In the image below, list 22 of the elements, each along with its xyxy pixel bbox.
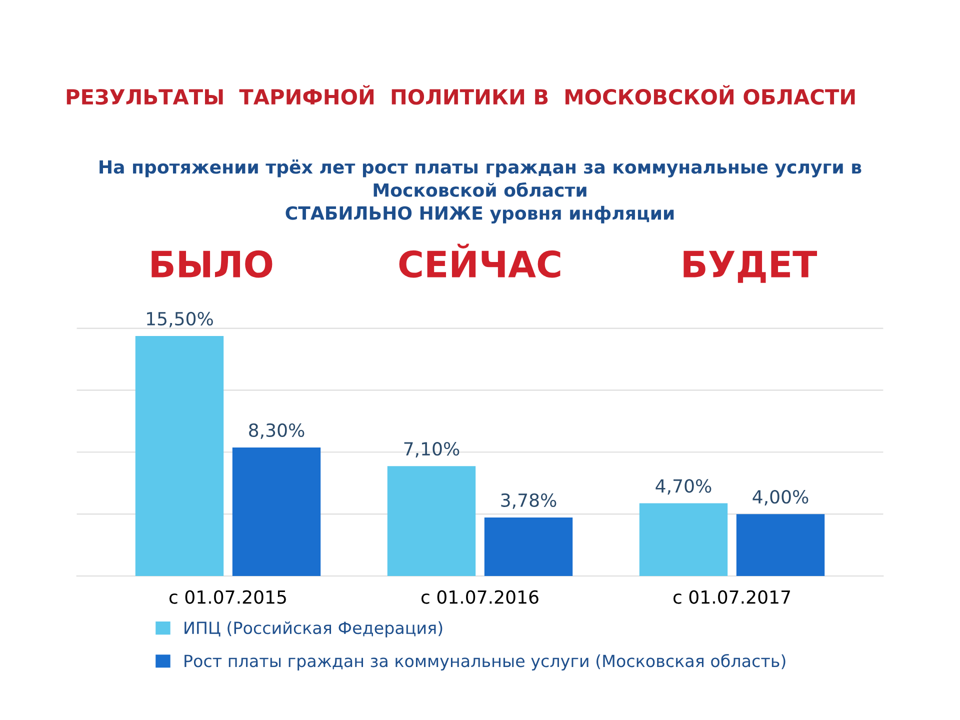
data-label: 15,50% (147, 312, 213, 328)
text: БУДЕТ (684, 250, 818, 283)
data-label: 7,10% (404, 442, 460, 458)
bar (484, 517, 573, 576)
text: СЕЙЧАС (399, 244, 560, 278)
x-tick-label: с 01.07.2017 (673, 590, 790, 604)
bar (232, 447, 321, 576)
bar (639, 503, 728, 576)
chart-title: РЕЗУЛЬТАТЫ ТАРИФНОЙ ПОЛИТИКИ В МОСКОВСКОЙ ОБЛАСТИ (66, 85, 855, 105)
data-label: 8,30% (249, 423, 304, 439)
data-label: 3,78% (501, 493, 556, 509)
x-tick-label: с 01.07.2016 (421, 590, 538, 604)
bar (736, 514, 825, 576)
chart-subtitle: На протяжении трёх лет рост платы граждан за коммунальные услуги в Московской области СТАБИЛЬНО НИЖЕ уровня инфляции (100, 160, 862, 224)
bar (387, 466, 476, 576)
legend-label: ИПЦ (Российская Федерация) (184, 621, 442, 638)
x-tick-label: с 01.07.2015 (169, 590, 286, 604)
data-label: 4,70% (656, 479, 712, 495)
bar (135, 336, 224, 576)
text: БЫЛО (152, 250, 272, 278)
data-label: 4,00% (752, 490, 808, 506)
legend-label: Рост платы граждан за коммунальные услуги (Московская область) (184, 654, 786, 670)
